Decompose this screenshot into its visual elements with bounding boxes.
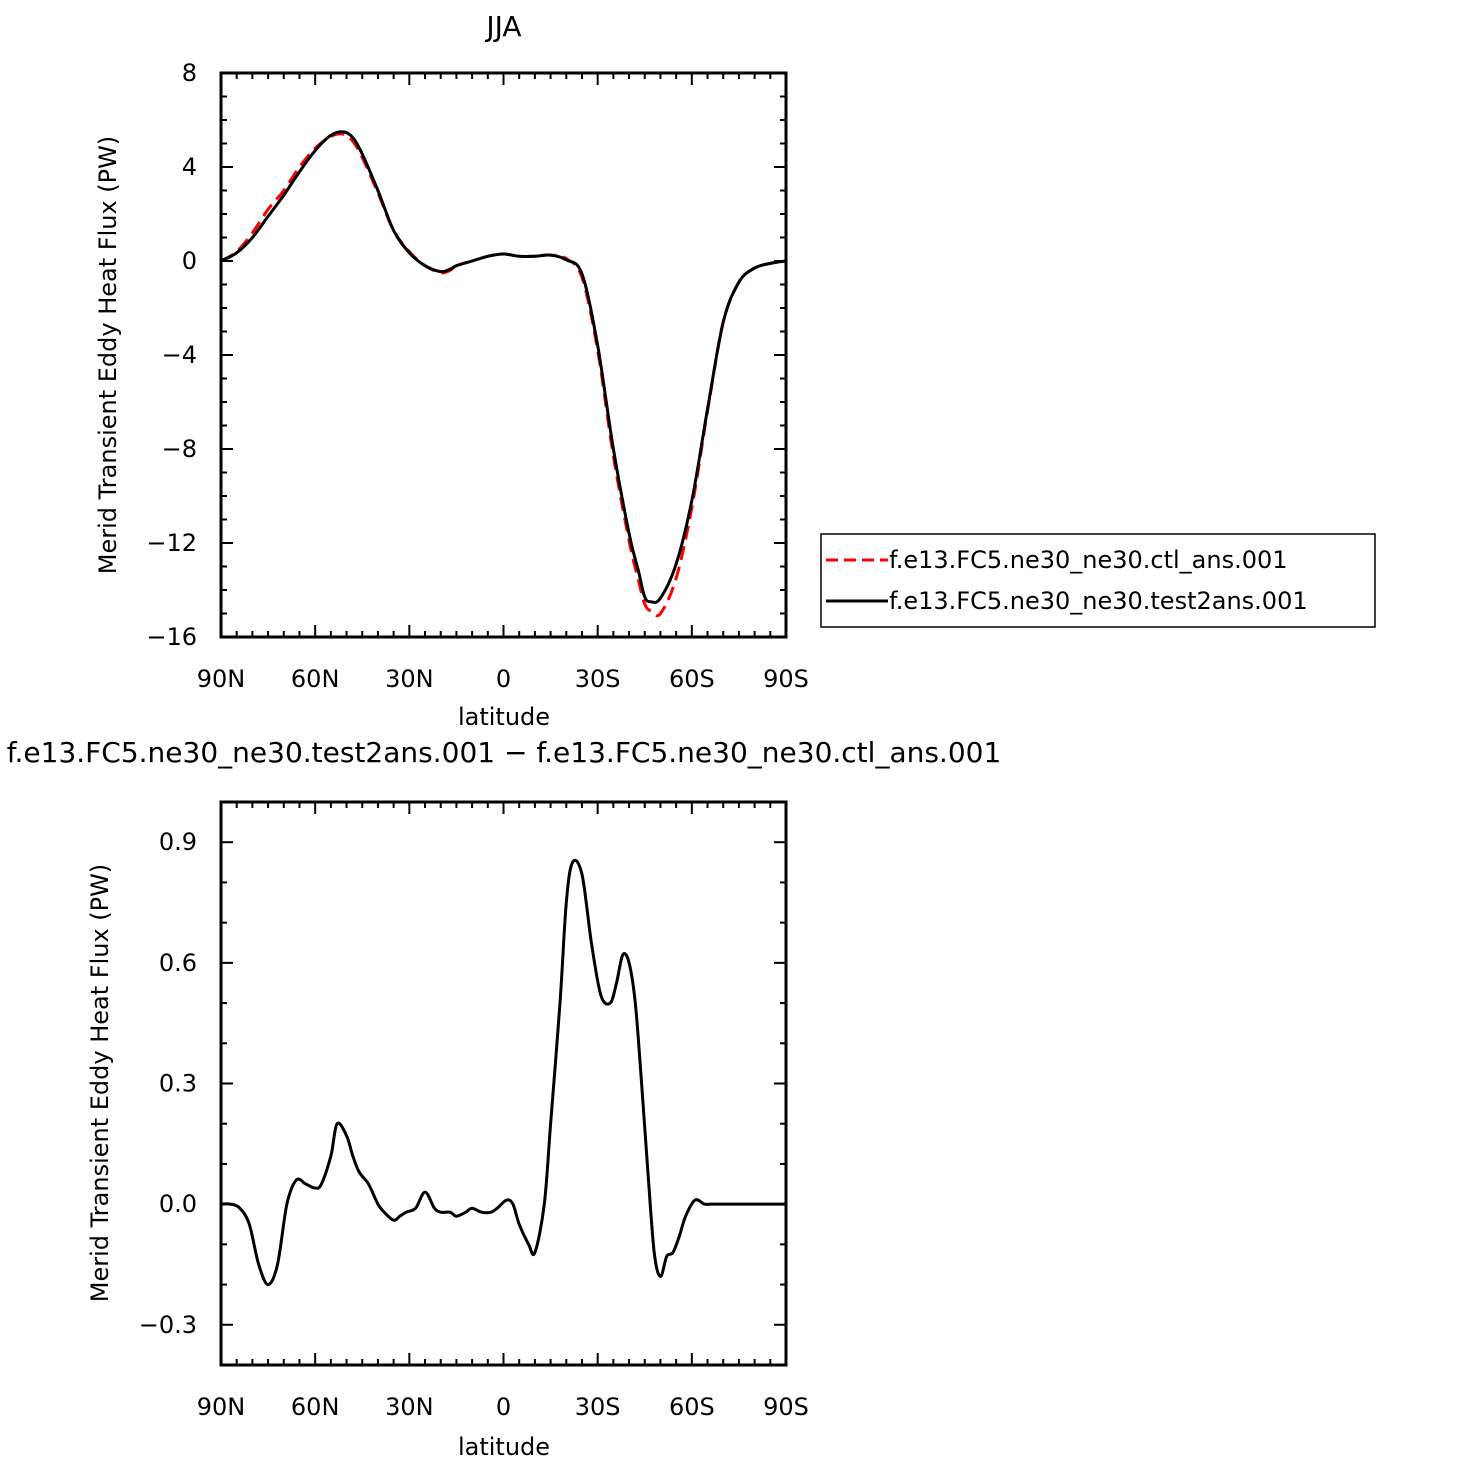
legend-box [820, 533, 1376, 628]
chart-panel-top: JJA 90N 60N 30N 0 30S 60S 90S 8 4 0 −4 −8 −12 −16 lat… [94, 10, 1376, 731]
top-x-tick-label: 0 [496, 665, 511, 693]
bottom-series-0 [220, 858, 786, 1287]
legend-label-ctl: f.e13.FC5.ne30_ne30.ctl_ans.001 [889, 546, 1288, 574]
top-x-tick-label: 60N [291, 665, 340, 693]
bottom-x-tick-label: 60S [669, 1393, 715, 1421]
top-y-tick-label: −8 [162, 435, 197, 463]
series-lines-bottom [220, 858, 786, 1287]
axis-ticks-top [220, 72, 787, 638]
top-y-tick-label: −4 [162, 341, 197, 369]
top-y-tick-label: 8 [182, 59, 197, 87]
tick-labels-bottom: 90N 60N 30N 0 30S 60S 90S 0.9 0.6 0.3 0.0 −0.3 [139, 828, 809, 1421]
x-axis-label-top: latitude [458, 703, 550, 731]
top-y-tick-label: 0 [182, 247, 197, 275]
top-x-tick-label: 90N [197, 665, 246, 693]
top-y-tick-label: −16 [146, 623, 197, 651]
bottom-y-tick-label: 0.9 [159, 828, 197, 856]
y-axis-label-top: Merid Transient Eddy Heat Flux (PW) [94, 136, 122, 574]
chart-panel-bottom: f.e13.FC5.ne30_ne30.test2ans.001 − f.e13… [7, 736, 1002, 1461]
bottom-y-tick-label: 0.0 [159, 1190, 197, 1218]
bottom-y-tick-label: 0.3 [159, 1070, 197, 1098]
y-axis-label-bottom: Merid Transient Eddy Heat Flux (PW) [86, 864, 114, 1302]
bottom-x-tick-label: 0 [496, 1393, 511, 1421]
top-y-tick-label: −12 [146, 529, 197, 557]
legend: f.e13.FC5.ne30_ne30.ctl_ans.001 f.e13.FC… [820, 533, 1376, 628]
bottom-x-tick-label: 90S [763, 1393, 809, 1421]
top-x-tick-label: 60S [669, 665, 715, 693]
bottom-x-tick-label: 90N [197, 1393, 246, 1421]
axis-ticks-bottom [220, 801, 787, 1366]
top-x-tick-label: 30S [575, 665, 621, 693]
top-y-tick-label: 4 [182, 153, 197, 181]
plot-frame-bottom [219, 800, 788, 1367]
chart-title-bottom: f.e13.FC5.ne30_ne30.test2ans.001 − f.e13… [7, 736, 1002, 769]
bottom-y-tick-label: 0.6 [159, 949, 197, 977]
series-lines-top [220, 130, 787, 618]
bottom-x-tick-label: 30S [575, 1393, 621, 1421]
top-x-tick-label: 90S [763, 665, 809, 693]
top-series-1 [220, 130, 787, 604]
top-x-tick-label: 30N [385, 665, 434, 693]
tick-labels-top: 90N 60N 30N 0 30S 60S 90S 8 4 0 −4 −8 −12 −16 [146, 59, 809, 693]
chart-title-top: JJA [484, 10, 521, 43]
top-series-0 [220, 132, 787, 618]
legend-label-test2: f.e13.FC5.ne30_ne30.test2ans.001 [889, 587, 1308, 615]
bottom-y-tick-label: −0.3 [139, 1311, 197, 1339]
bottom-x-tick-label: 60N [291, 1393, 340, 1421]
x-axis-label-bottom: latitude [458, 1433, 550, 1461]
bottom-x-tick-label: 30N [385, 1393, 434, 1421]
